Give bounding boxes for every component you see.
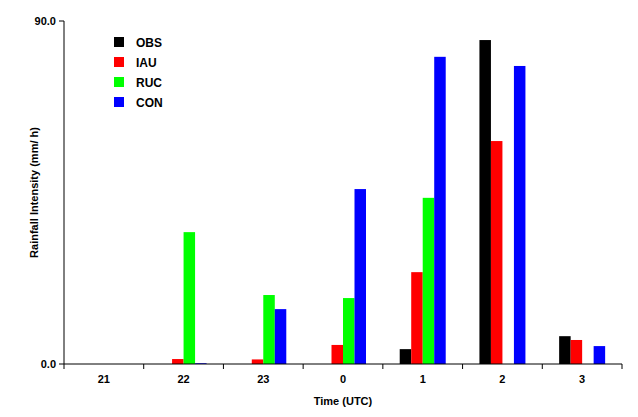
bar	[263, 295, 275, 364]
legend-label: RUC	[136, 76, 162, 90]
bar	[514, 66, 526, 364]
legend-label: IAU	[136, 56, 157, 70]
legend-label: CON	[136, 96, 163, 110]
bar	[434, 57, 446, 364]
bar	[400, 349, 412, 364]
bar	[491, 141, 503, 364]
chart: 0.090.02122230123Time (UTC)Rainfall Inte…	[0, 0, 638, 417]
x-tick-label: 1	[420, 373, 426, 385]
legend: OBS IAU RUC CON	[114, 36, 163, 110]
x-tick	[143, 364, 144, 369]
x-axis	[64, 364, 622, 365]
bar	[423, 198, 435, 364]
legend-swatch	[114, 97, 124, 107]
bar	[559, 336, 571, 364]
y-tick-label: 0.0	[41, 358, 56, 370]
x-axis-label: Time (UTC)	[314, 395, 373, 407]
bar	[343, 298, 355, 364]
bar	[355, 189, 367, 364]
bar	[172, 359, 184, 364]
x-tick	[622, 364, 623, 369]
x-tick	[223, 364, 224, 369]
legend-swatch	[114, 77, 124, 87]
bar	[275, 309, 287, 364]
bar	[479, 40, 491, 364]
bar	[184, 232, 196, 364]
x-tick-label: 23	[257, 373, 269, 385]
x-tick-label: 21	[98, 373, 110, 385]
x-tick	[542, 364, 543, 369]
bars	[172, 40, 605, 364]
y-tick	[59, 21, 64, 22]
bar	[571, 340, 583, 364]
x-tick	[382, 364, 383, 369]
x-tick	[462, 364, 463, 369]
legend-label: OBS	[136, 36, 162, 50]
x-tick-label: 2	[499, 373, 505, 385]
bar	[411, 272, 423, 364]
y-axis	[64, 21, 65, 364]
y-tick	[59, 364, 64, 365]
y-axis-label: Rainfall Intensity (mm/ h)	[28, 127, 40, 258]
x-tick-label: 22	[177, 373, 189, 385]
legend-swatch	[114, 37, 124, 47]
legend-swatch	[114, 57, 124, 67]
bar	[252, 359, 263, 364]
x-tick-label: 3	[579, 373, 585, 385]
x-tick	[303, 364, 304, 369]
bar	[594, 346, 606, 364]
x-tick	[64, 364, 65, 369]
x-tick-label: 0	[340, 373, 346, 385]
y-tick-label: 90.0	[35, 15, 56, 27]
bar	[332, 345, 344, 364]
